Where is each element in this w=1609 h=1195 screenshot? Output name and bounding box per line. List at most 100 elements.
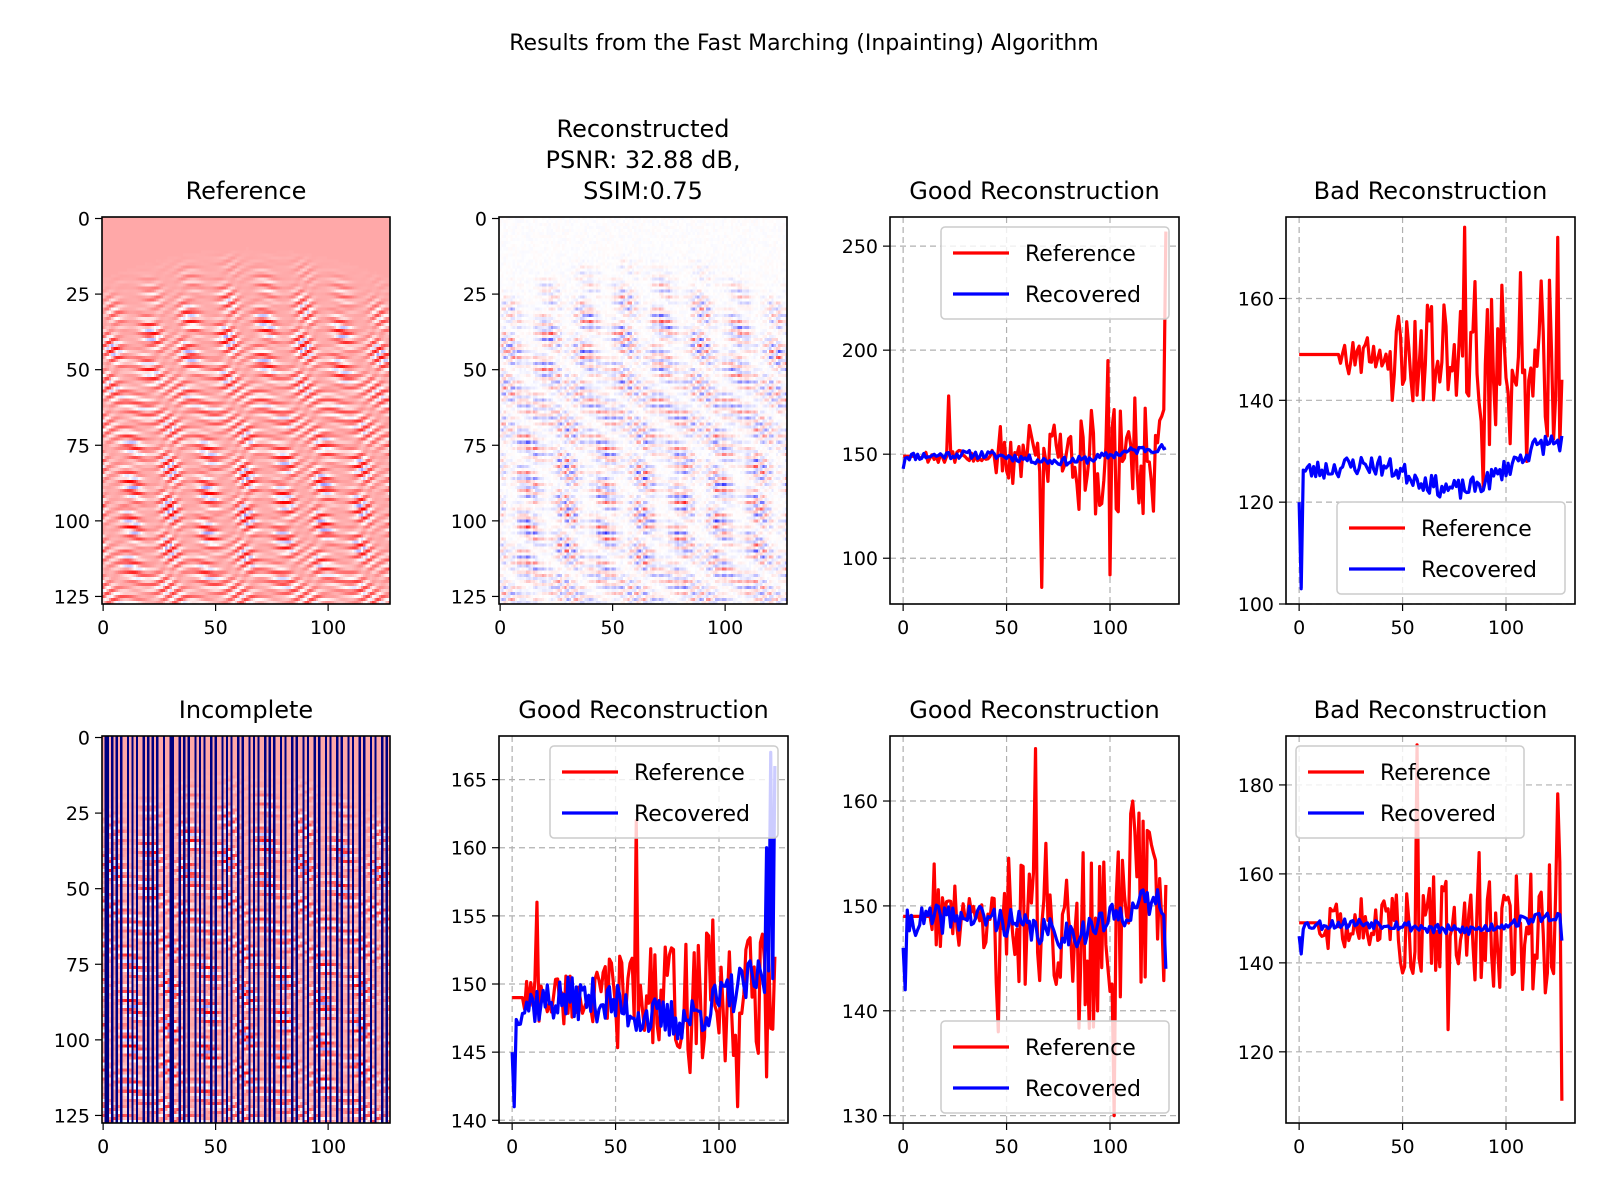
- subplot-title-line: SSIM:0.75: [583, 177, 703, 205]
- y-tick-label: 50: [66, 360, 90, 382]
- x-tick-label: 50: [994, 1136, 1018, 1158]
- y-tick-label: 140: [451, 1110, 487, 1132]
- y-tick-label: 150: [842, 444, 878, 466]
- x-tick-label: 100: [1488, 617, 1524, 639]
- subplot-line-r0c3: Bad Reconstruction 0 50 100 100 120 140 160 Refe…: [1238, 177, 1576, 639]
- subplot-title: Good Reconstruction: [909, 177, 1159, 205]
- recovered-series-line: [901, 443, 1167, 470]
- axes-frame: [498, 216, 788, 605]
- axes-frame: [498, 735, 789, 1124]
- legend-box: [549, 745, 779, 839]
- axes-frame: [101, 216, 391, 605]
- x-tick-label: 50: [204, 1136, 228, 1158]
- legend-recovered-label: Recovered: [1421, 558, 1537, 583]
- x-tick-label: 50: [204, 617, 228, 639]
- legend-box: [940, 1020, 1170, 1114]
- legend-recovered-label: Recovered: [1025, 1077, 1141, 1102]
- x-tick-label: 100: [1092, 1136, 1128, 1158]
- legend: Reference Recovered: [1336, 501, 1566, 595]
- subplot-reference-image: Reference 0 50 100 0 25 50 75 100 125: [54, 177, 391, 639]
- legend: Reference Recovered: [549, 745, 779, 839]
- figure-suptitle: Results from the Fast Marching (Inpainti…: [509, 31, 1098, 56]
- legend-reference-label: Reference: [1380, 761, 1491, 786]
- x-tick-label: 100: [1092, 617, 1128, 639]
- legend: Reference Recovered: [940, 226, 1170, 320]
- recovered-series-line: [1297, 911, 1564, 956]
- recovered-series-line: [510, 750, 777, 1109]
- y-tick-label: 100: [54, 511, 90, 533]
- legend-box: [1336, 501, 1566, 595]
- y-tick-label: 75: [463, 435, 487, 457]
- subplot-line-r1c1: Good Reconstruction 0 50 100 140 145 150 155 160…: [451, 696, 789, 1158]
- y-tick-label: 120: [1238, 492, 1274, 514]
- subplot-line-r1c3: Bad Reconstruction 0 50 100 120 140 160 180 Refe…: [1238, 696, 1576, 1158]
- legend-recovered-label: Recovered: [634, 802, 750, 827]
- legend-reference-label: Reference: [1025, 242, 1136, 267]
- recovered-series-line: [1297, 434, 1564, 591]
- y-tick-label: 100: [54, 1030, 90, 1052]
- legend-recovered-label: Recovered: [1025, 283, 1141, 308]
- x-tick-label: 0: [897, 617, 909, 639]
- y-tick-label: 160: [1238, 864, 1274, 886]
- reference-series-line: [512, 818, 777, 1109]
- axes-frame: [1285, 216, 1576, 605]
- x-tick-label: 0: [97, 617, 109, 639]
- axes-frame: [1285, 735, 1576, 1124]
- y-tick-label: 125: [451, 586, 487, 608]
- legend-recovered-label: Recovered: [1380, 802, 1496, 827]
- y-tick-label: 145: [451, 1042, 487, 1064]
- y-tick-label: 140: [1238, 953, 1274, 975]
- x-tick-label: 50: [1390, 617, 1414, 639]
- legend-reference-label: Reference: [1421, 517, 1532, 542]
- x-tick-label: 50: [603, 1136, 627, 1158]
- x-tick-label: 50: [1390, 1136, 1414, 1158]
- axes-frame: [101, 735, 391, 1124]
- y-tick-label: 75: [66, 435, 90, 457]
- y-tick-label: 160: [842, 791, 878, 813]
- y-tick-label: 200: [842, 340, 878, 362]
- axes-frame: [889, 216, 1180, 605]
- y-tick-label: 50: [66, 879, 90, 901]
- subplot-title: Good Reconstruction: [518, 696, 768, 724]
- x-tick-label: 100: [1488, 1136, 1524, 1158]
- y-tick-label: 125: [54, 586, 90, 608]
- x-tick-label: 0: [1293, 1136, 1305, 1158]
- subplot-line-r1c2: Good Reconstruction 0 50 100 130 140 150 160 Ref…: [842, 696, 1180, 1158]
- y-tick-label: 130: [842, 1106, 878, 1128]
- legend: Reference Recovered: [940, 1020, 1170, 1114]
- heatmap-image: [102, 217, 390, 604]
- y-tick-label: 160: [451, 838, 487, 860]
- x-tick-label: 100: [707, 617, 743, 639]
- y-tick-label: 100: [1238, 594, 1274, 616]
- y-tick-label: 25: [66, 284, 90, 306]
- legend-box: [940, 226, 1170, 320]
- heatmap-image: [499, 217, 787, 604]
- y-tick-label: 125: [54, 1105, 90, 1127]
- y-tick-label: 100: [451, 511, 487, 533]
- x-tick-label: 100: [701, 1136, 737, 1158]
- subplot-title: Bad Reconstruction: [1314, 177, 1548, 205]
- subplot-line-r0c2: Good Reconstruction 0 50 100 100 150 200 250 Ref…: [842, 177, 1180, 639]
- x-tick-label: 50: [601, 617, 625, 639]
- y-tick-label: 165: [451, 770, 487, 792]
- y-tick-label: 100: [842, 548, 878, 570]
- x-tick-label: 0: [494, 617, 506, 639]
- subplot-reconstructed-image: Reconstructed PSNR: 32.88 dB, SSIM:0.75 0 50…: [451, 115, 788, 639]
- x-tick-label: 50: [994, 617, 1018, 639]
- y-tick-label: 150: [842, 896, 878, 918]
- axes-frame: [889, 735, 1180, 1124]
- recovered-series-line: [901, 888, 1168, 992]
- y-tick-label: 155: [451, 906, 487, 928]
- subplot-incomplete-image: Incomplete 0 50 100 0 25 50 75 100 125: [54, 696, 391, 1158]
- legend-reference-label: Reference: [1025, 1036, 1136, 1061]
- legend-reference-label: Reference: [634, 761, 745, 786]
- legend: Reference Recovered: [1295, 745, 1525, 839]
- y-tick-label: 160: [1238, 288, 1274, 310]
- x-tick-label: 100: [310, 617, 346, 639]
- reference-series-line: [903, 746, 1168, 1118]
- y-tick-label: 120: [1238, 1042, 1274, 1064]
- reference-series-line: [1299, 225, 1564, 489]
- y-tick-label: 140: [842, 1001, 878, 1023]
- x-tick-label: 0: [1293, 617, 1305, 639]
